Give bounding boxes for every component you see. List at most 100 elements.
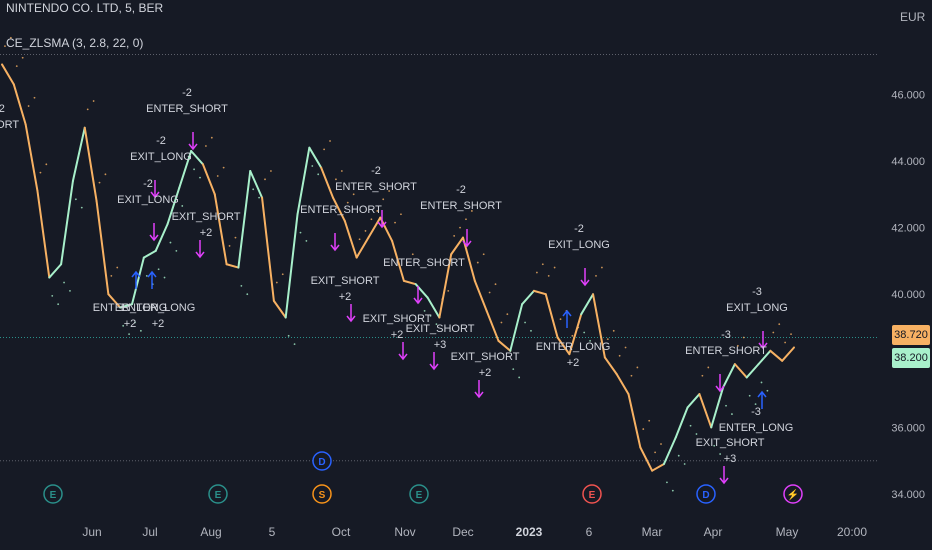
trailing-dot — [553, 266, 556, 269]
signal-markers[interactable] — [0, 132, 768, 485]
trailing-dot — [559, 318, 562, 321]
line-segment — [592, 293, 606, 359]
y-tick-label: 40.000 — [891, 289, 925, 301]
event-badges[interactable]: E E D S E E D ⚡ — [43, 451, 803, 504]
line-segment — [201, 163, 216, 196]
line-segment — [343, 219, 358, 259]
trailing-dot — [671, 489, 674, 492]
trailing-dot — [335, 178, 337, 181]
x-tick-label: May — [776, 525, 799, 539]
line-segment — [686, 393, 701, 409]
trailing-dot — [500, 321, 503, 324]
signal-label: ENTER_LONG — [93, 302, 168, 314]
signal-label: EXIT_LONG — [548, 239, 610, 251]
trailing-dot — [169, 241, 172, 244]
line-segment — [556, 336, 571, 356]
line-segment — [166, 186, 181, 226]
indicator-label[interactable]: CE_ZLSMA (3, 2.8, 22, 0) — [6, 36, 144, 50]
x-axis: Jun Jul Aug 5 Oct Nov Dec 2023 6 Mar Apr May 20:00 — [82, 525, 867, 539]
event-badge-label: D — [318, 457, 325, 468]
signal-arrowhead — [462, 240, 472, 248]
event-badge — [409, 484, 429, 504]
signal-delta: +2 — [152, 318, 165, 330]
trailing-dot — [74, 198, 77, 201]
trailing-dot — [476, 261, 479, 264]
signal-delta: +2 — [391, 329, 404, 341]
trailing-dot — [518, 376, 521, 379]
trailing-dot — [205, 145, 207, 147]
signal-label: EXIT_LONG — [726, 302, 788, 314]
reference-lines — [0, 53, 878, 462]
y-tick-label: 44.000 — [891, 156, 925, 168]
line-segment — [178, 150, 193, 189]
trailing-dot — [790, 333, 792, 336]
trailing-dot — [122, 324, 125, 327]
signal-delta: +2 — [200, 227, 213, 239]
trailing-dot — [9, 36, 12, 39]
trailing-dot — [701, 374, 704, 377]
signal-delta: -3 — [721, 329, 731, 341]
line-segment — [249, 169, 264, 199]
line-segment — [154, 223, 169, 252]
trailing-dot — [376, 210, 379, 212]
line-segment — [391, 239, 405, 282]
x-tick-label: 5 — [269, 525, 276, 539]
line-segment — [544, 293, 559, 339]
signal-delta: +2 — [124, 318, 137, 330]
event-badge-label: E — [50, 490, 57, 501]
line-segment — [674, 406, 689, 439]
signal-arrowhead — [149, 234, 159, 242]
trailing-dot — [264, 178, 266, 181]
trailing-dot — [15, 65, 18, 67]
signal-delta: +3 — [724, 453, 737, 465]
line-segment — [1, 63, 15, 86]
event-badge — [312, 484, 332, 504]
trailing-dot — [642, 428, 645, 430]
trailing-dot — [352, 193, 355, 196]
signal-delta: -2 — [182, 87, 192, 99]
trailing-dot — [128, 333, 130, 336]
chart-title[interactable]: NINTENDO CO. LTD, 5, BER — [6, 1, 164, 15]
trailing-dot — [470, 210, 473, 212]
event-badge — [312, 451, 332, 471]
trailing-dot — [228, 245, 231, 247]
trailing-dot — [772, 331, 775, 334]
trailing-dot — [713, 444, 716, 447]
event-badge-label: D — [702, 490, 709, 501]
trailing-dot — [110, 274, 113, 277]
line-segment — [190, 150, 204, 166]
trailing-dot — [719, 453, 722, 455]
line-segment — [83, 126, 98, 202]
signal-label: EXIT_SHORT — [311, 275, 380, 287]
trailing-dot — [530, 329, 532, 332]
trailing-dot — [216, 175, 219, 177]
trailing-dot — [181, 205, 184, 207]
trailing-dot — [547, 274, 550, 277]
line-segment — [509, 303, 524, 352]
trailing-dot — [134, 321, 136, 324]
trailing-dot — [778, 323, 781, 326]
trailing-dot — [459, 226, 461, 229]
line-segment — [580, 293, 595, 316]
trailing-dot — [364, 230, 367, 232]
signal-delta: -2 — [0, 103, 5, 115]
trailing-dot — [382, 198, 385, 201]
trailing-dot — [506, 313, 509, 316]
line-segment — [225, 263, 240, 269]
signal-arrowhead — [188, 143, 198, 151]
trailing-dot — [601, 266, 603, 269]
line-segment — [615, 373, 630, 396]
x-tick-label: Apr — [704, 525, 723, 539]
signal-arrowhead — [147, 270, 157, 278]
trailing-dot — [92, 100, 95, 102]
event-badge — [582, 484, 602, 504]
trailing-dot — [707, 366, 710, 369]
signal-delta: +2 — [339, 291, 352, 303]
trailing-dot — [742, 336, 745, 339]
trailing-dot — [541, 263, 544, 266]
y-tick-label: 34.000 — [891, 489, 925, 501]
event-badge — [43, 484, 63, 504]
trailing-dot — [281, 273, 284, 276]
event-badge — [696, 484, 716, 504]
